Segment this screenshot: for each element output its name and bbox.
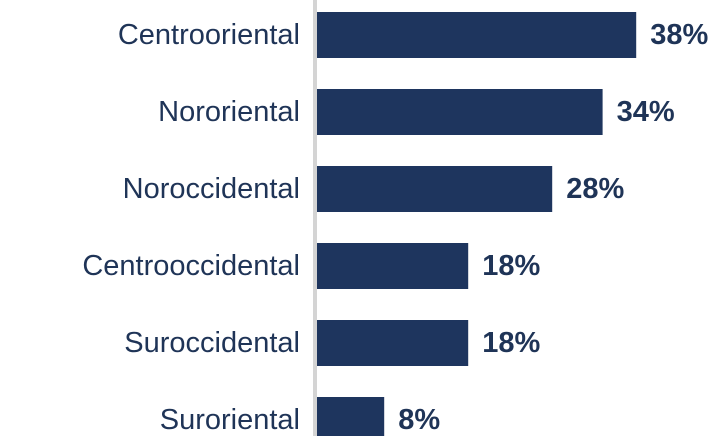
bar-nororiental xyxy=(317,89,603,135)
bar-group xyxy=(317,12,637,436)
value-label-suroriental: 8% xyxy=(398,404,440,436)
value-label-nororiental: 34% xyxy=(617,96,675,128)
bar-suroriental xyxy=(317,397,385,436)
category-label-centrooriental: Centrooriental xyxy=(118,19,300,51)
category-label-noroccidental: Noroccidental xyxy=(123,173,300,205)
category-label-suroccidental: Suroccidental xyxy=(124,327,300,359)
bar-noroccidental xyxy=(317,166,553,212)
value-label-suroccidental: 18% xyxy=(482,327,540,359)
value-label-centrooriental: 38% xyxy=(650,19,708,51)
value-label-group: 38% 34% 28% 18% 18% 8% xyxy=(398,19,708,436)
value-label-noroccidental: 28% xyxy=(566,173,624,205)
bar-centrooriental xyxy=(317,12,637,58)
value-label-centrooccidental: 18% xyxy=(482,250,540,282)
category-label-nororiental: Nororiental xyxy=(158,96,300,128)
category-label-centrooccidental: Centrooccidental xyxy=(82,250,300,282)
category-label-suroriental: Suroriental xyxy=(160,404,300,436)
bar-suroccidental xyxy=(317,320,469,366)
bar-centrooccidental xyxy=(317,243,469,289)
category-label-group: Centrooriental Nororiental Noroccidental Ce… xyxy=(82,19,300,436)
